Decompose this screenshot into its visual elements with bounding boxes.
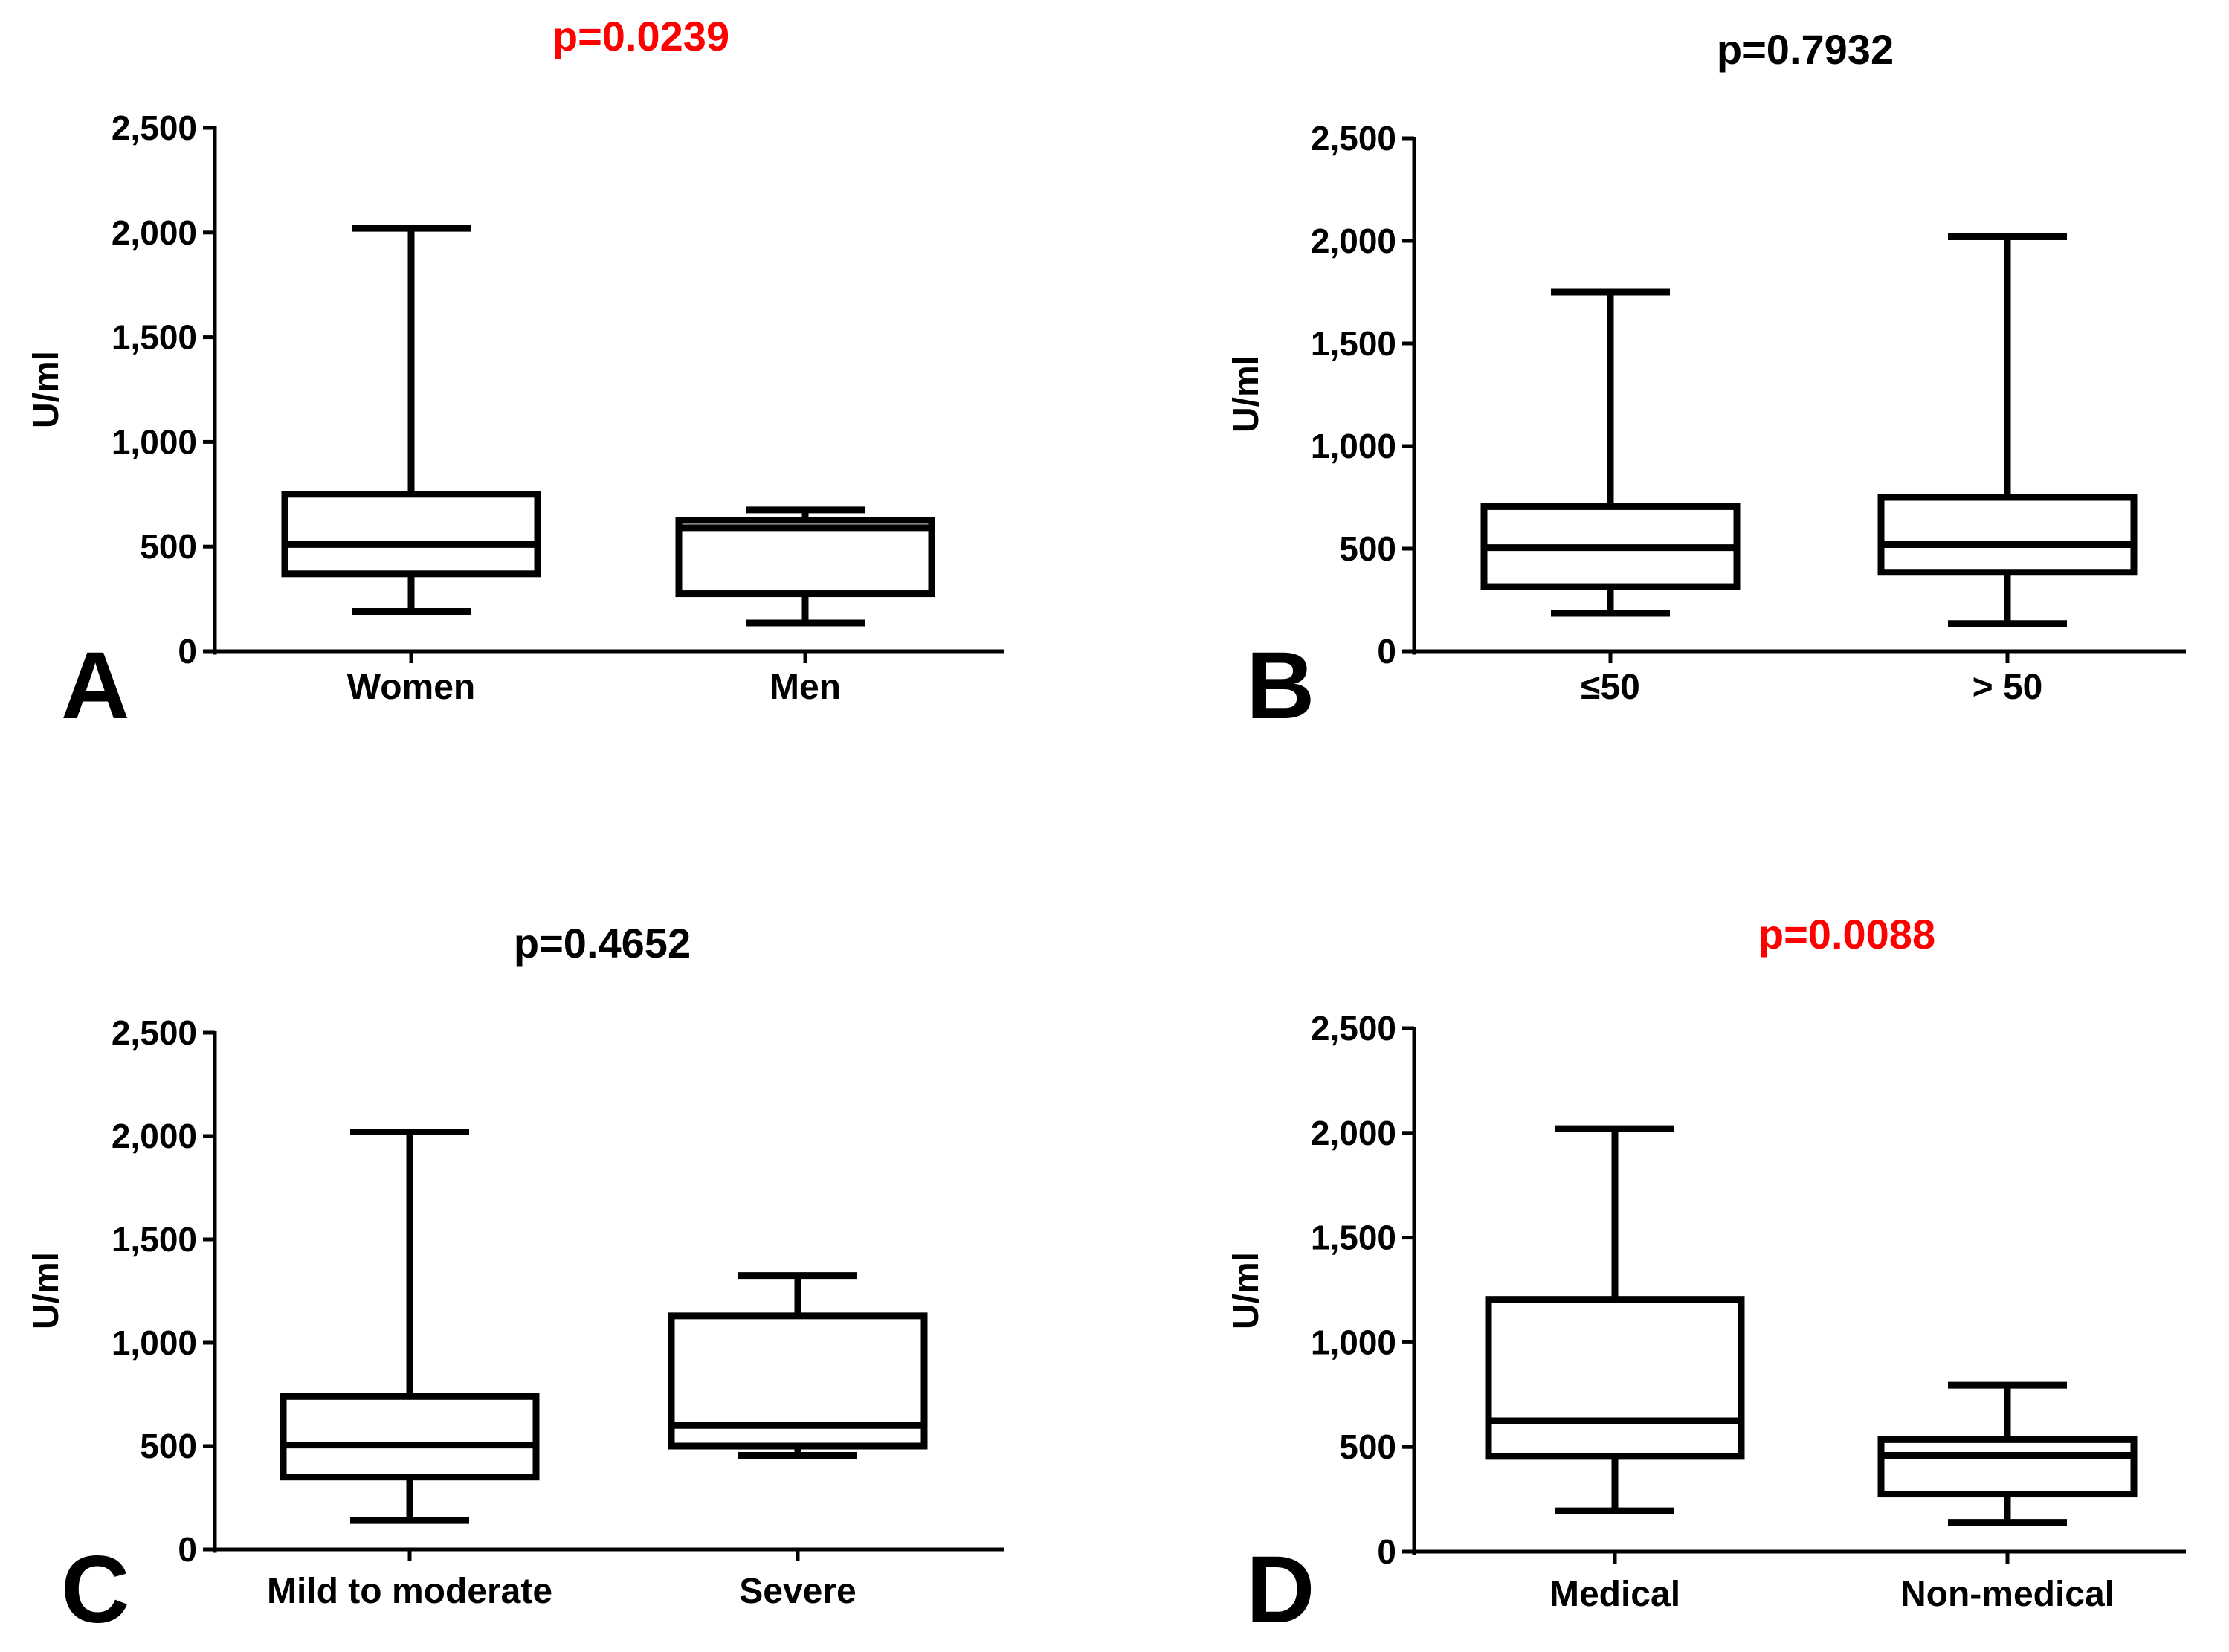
panel-d: p=0.0088 0 500 1,000 1,500 2,000 2,500 U/ml Medi… [1227,911,2186,1643]
category-label: Medical [1549,1575,1680,1614]
panel-letter: D [1246,1537,1315,1643]
y-tick-label: 1,500 [112,318,197,357]
panel-letter: B [1246,633,1315,739]
box-0 [281,225,541,615]
y-tick-label: 2,500 [112,109,197,147]
category-label: Severe [739,1572,856,1611]
y-tick-label: 500 [140,527,197,566]
p-value-title: p=0.7932 [1717,26,1894,73]
y-tick-label: 1,500 [1311,1219,1396,1257]
y-axis-label: U/ml [27,1252,66,1329]
iqr-box [675,517,935,598]
y-axis-label: U/ml [1227,1252,1266,1329]
panel-a: p=0.0239 0 500 1,000 1,500 2,000 2,500 U/ml Wome… [27,13,1004,739]
p-value-title: p=0.0239 [552,13,729,59]
y-tick-label: 0 [178,1530,197,1569]
box-0 [280,1128,540,1524]
y-tick-label: 500 [1339,1427,1396,1466]
y-tick-label: 2,000 [1311,222,1396,260]
y-tick-label: 2,500 [1311,1009,1396,1048]
y-tick-label: 0 [1377,1532,1396,1571]
y-axis-label: U/ml [1227,355,1266,433]
box-1 [675,506,935,627]
panel-c: p=0.4652 0 500 1,000 1,500 2,000 2,500 U/ml Mild… [27,920,1004,1643]
y-tick-label: 500 [1339,529,1396,568]
y-tick-label: 0 [178,632,197,671]
box-0 [1485,1125,1745,1514]
p-value-title: p=0.0088 [1758,911,1935,958]
p-value-title: p=0.4652 [514,920,691,967]
y-tick-label: 500 [140,1427,197,1465]
category-label: Non-medical [1900,1575,2115,1614]
iqr-box [280,1393,540,1481]
category-label: > 50 [1972,668,2043,707]
y-tick-label: 2,500 [112,1013,197,1052]
y-tick-label: 2,500 [1311,119,1396,158]
category-label: Women [347,668,475,707]
box-0 [1480,288,1741,617]
box-1 [668,1272,928,1459]
y-tick-label: 1,000 [1311,1323,1396,1361]
category-label: ≤50 [1581,668,1640,707]
y-tick-label: 1,500 [112,1220,197,1259]
iqr-box [1877,494,2138,576]
y-tick-label: 2,000 [1311,1114,1396,1152]
y-tick-label: 1,000 [1311,427,1396,465]
y-tick-label: 1,000 [112,422,197,461]
y-tick-label: 1,000 [112,1323,197,1362]
panel-b: p=0.7932 0 500 1,000 1,500 2,000 2,500 U/ml ≤50 >… [1227,26,2186,739]
y-tick-label: 2,000 [112,213,197,252]
panel-letter: C [61,1537,129,1643]
iqr-box [1485,1296,1745,1460]
y-tick-label: 1,500 [1311,324,1396,363]
y-tick-label: 2,000 [112,1117,197,1155]
panel-letter: A [61,633,129,739]
box-1 [1877,233,2138,627]
box-1 [1877,1381,2138,1526]
category-label: Men [770,668,841,707]
category-label: Mild to moderate [267,1572,552,1611]
y-tick-label: 0 [1377,632,1396,671]
iqr-box [1877,1436,2138,1498]
iqr-box [281,491,541,578]
y-axis-label: U/ml [27,351,66,428]
